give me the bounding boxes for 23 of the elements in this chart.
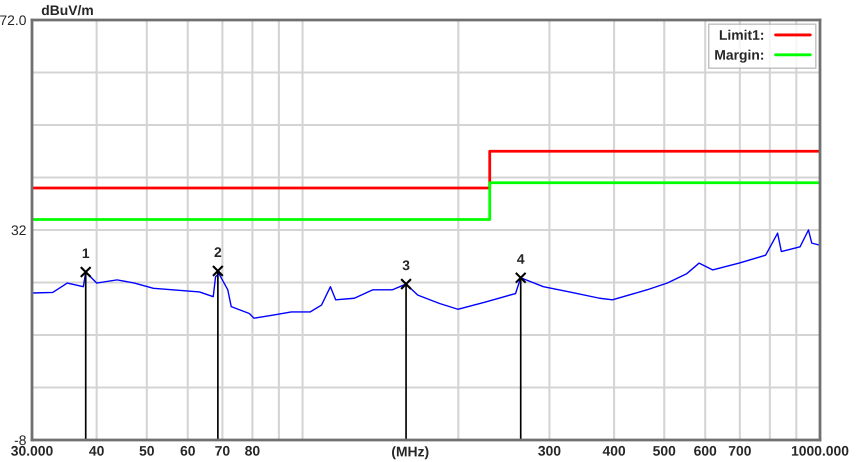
legend-label: Limit1: xyxy=(720,30,764,40)
x-tick-label: 300 xyxy=(538,446,560,456)
x-axis-title: (MHz) xyxy=(392,446,428,460)
y-axis-title: dBuV/m xyxy=(42,4,93,16)
legend-label: Margin: xyxy=(715,50,764,63)
x-tick-label: 50 xyxy=(140,446,154,456)
x-tick-label: 1000.000 xyxy=(792,446,848,456)
x-tick-label: 70 xyxy=(215,446,230,456)
x-tick-label: 40 xyxy=(89,446,104,456)
x-tick-label: 60 xyxy=(180,446,195,456)
y-tick-label: 72.0 xyxy=(0,15,26,26)
x-tick-label: 500 xyxy=(653,446,676,456)
x-tick-label: 80 xyxy=(245,446,260,456)
annotation: 1 xyxy=(82,248,90,258)
x-tick-label: 700 xyxy=(728,446,751,456)
y-tick-label: 32 xyxy=(12,225,26,236)
y-tick-label: -8 xyxy=(14,435,26,446)
x-tick-label: 600 xyxy=(694,446,716,456)
annotation: 2 xyxy=(214,247,222,257)
annotation: 3 xyxy=(402,260,410,270)
x-tick-label: 400 xyxy=(602,446,626,456)
annotation: 4 xyxy=(517,254,524,264)
x-tick-label: 30.000 xyxy=(11,446,53,456)
